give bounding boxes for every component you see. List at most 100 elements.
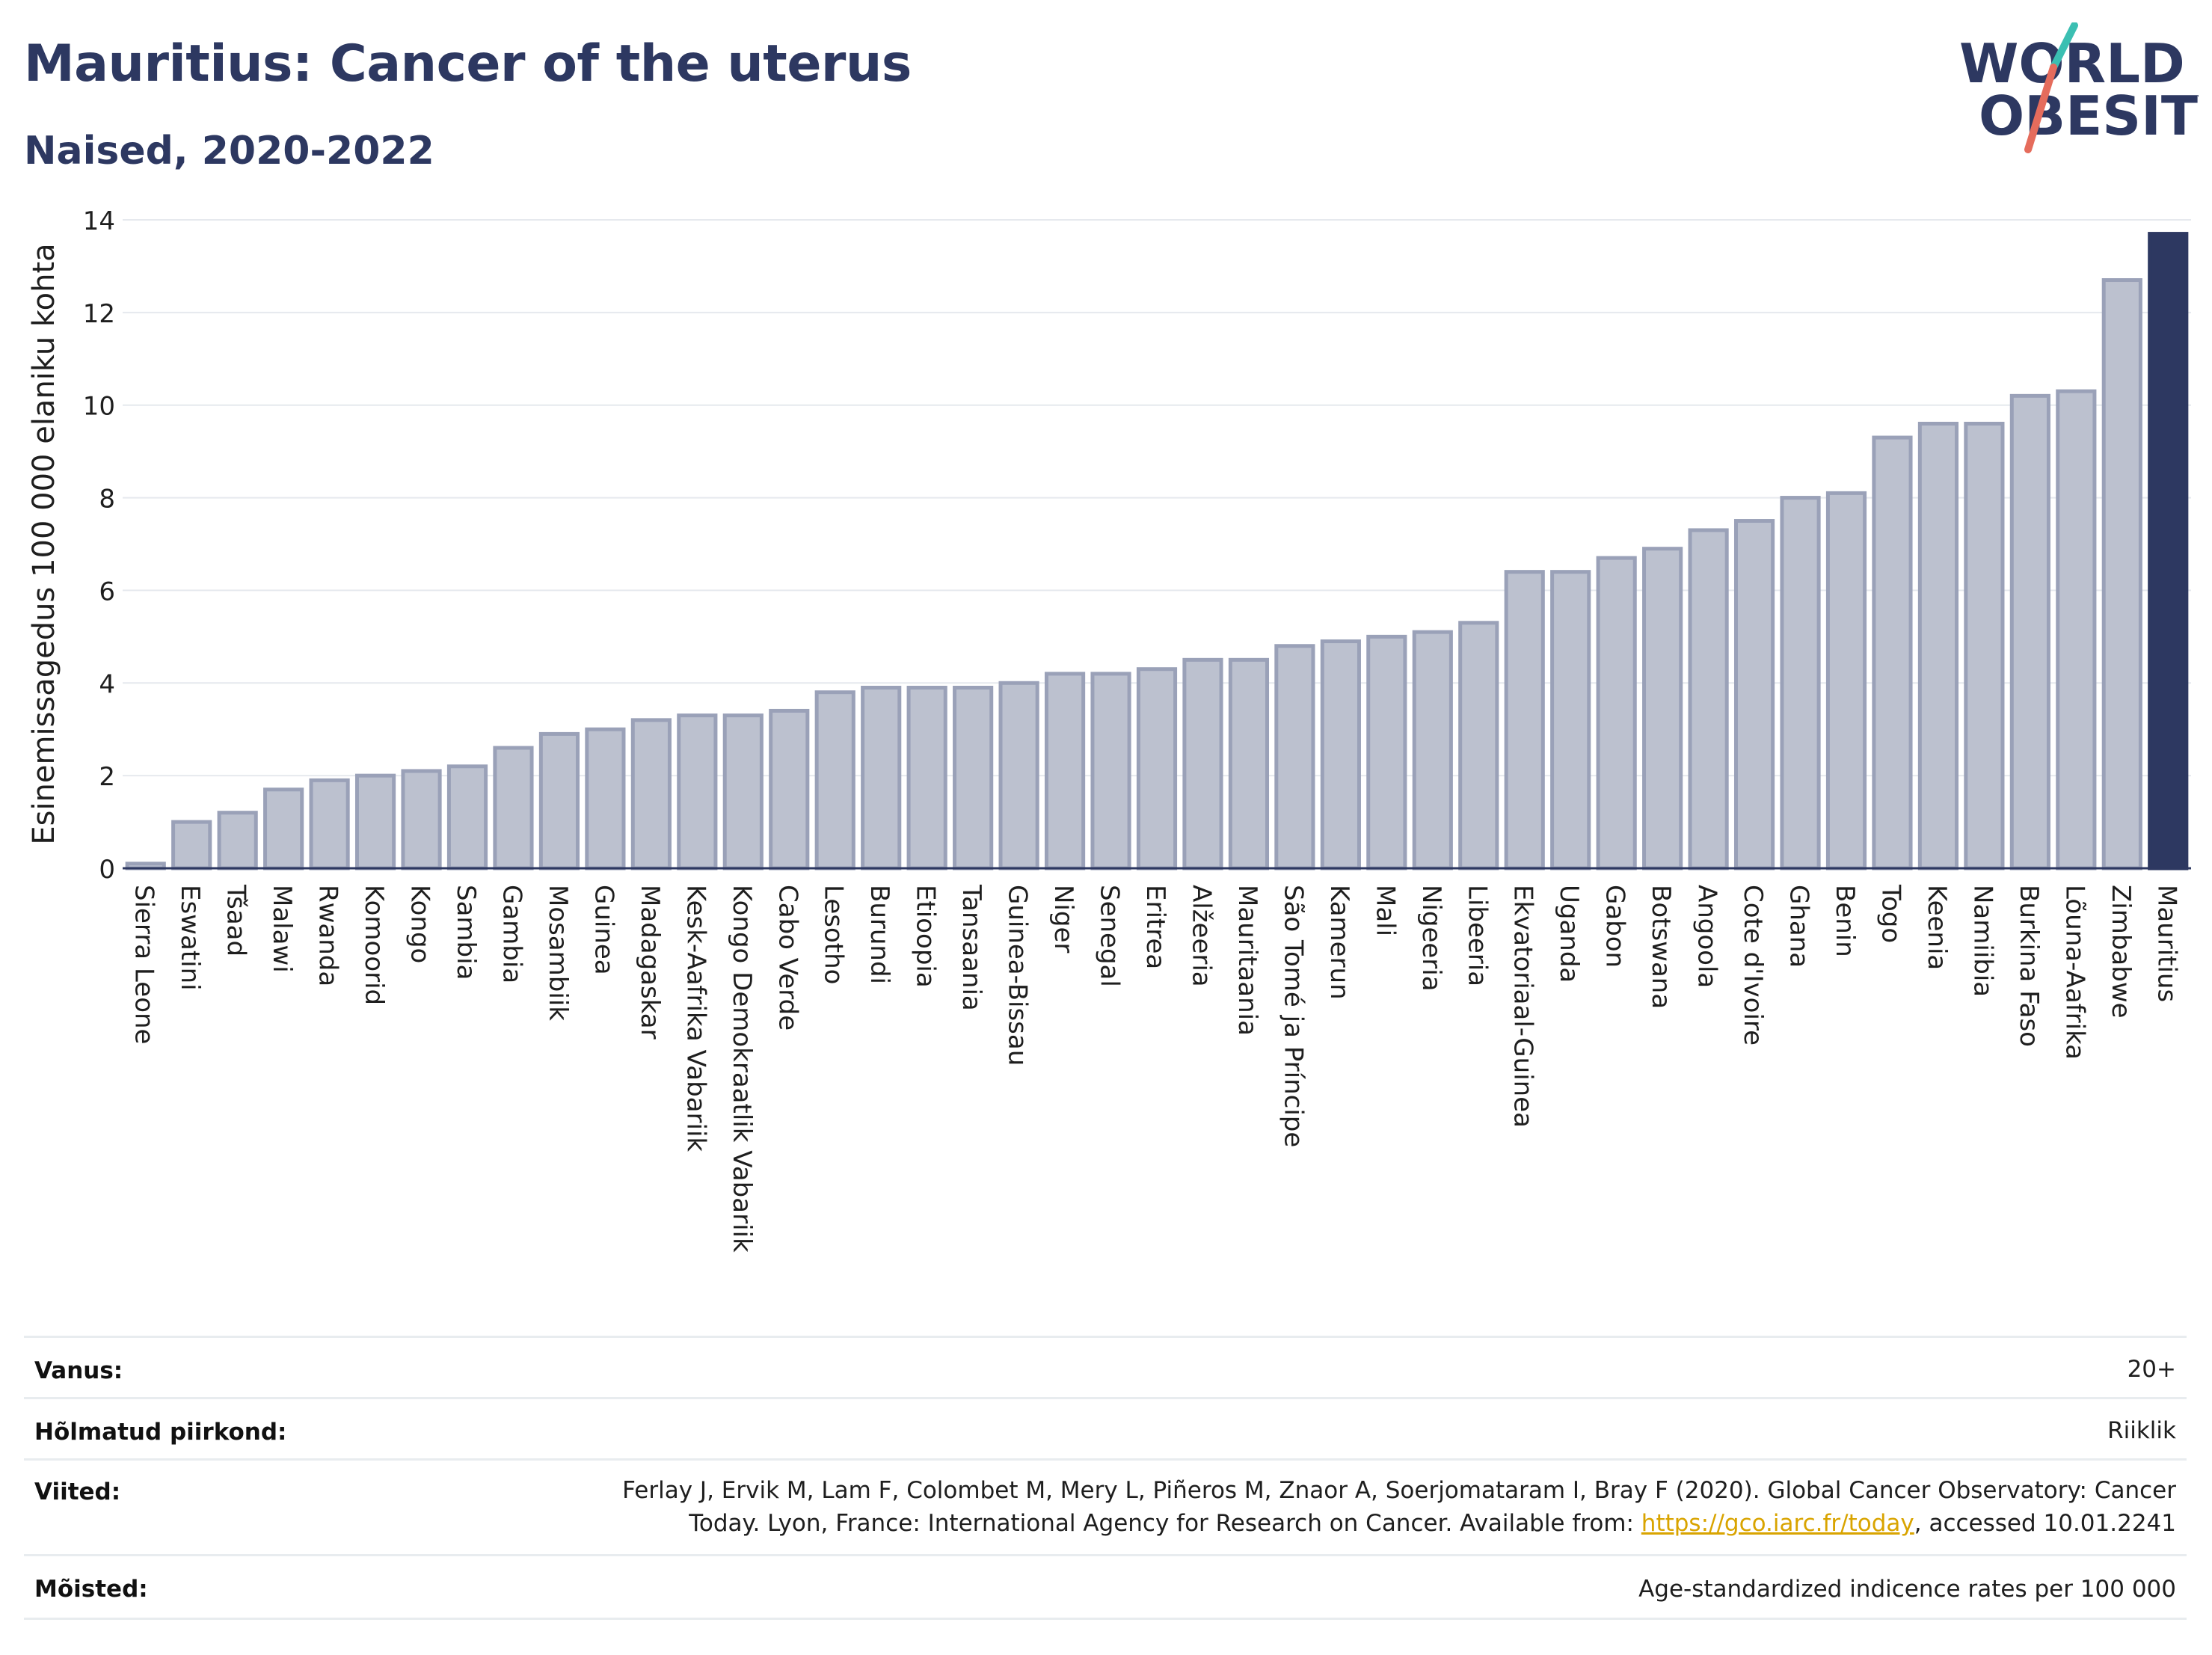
bar (1044, 672, 1086, 871)
bar (2101, 278, 2142, 871)
bar-chart: 0 2 4 6 8 10 12 14 Sierra Leone Eswatini Tšaad Mal… (27, 206, 2191, 1253)
x-tick-label: Sierra Leone (129, 885, 159, 1044)
x-tick-label: Niger (1048, 885, 1078, 953)
x-tick-label: Uganda (1554, 885, 1584, 983)
x-tick-label: Rwanda (313, 885, 343, 986)
bar (1642, 547, 1683, 871)
x-tick-label: Cote d'Ivoire (1738, 885, 1768, 1045)
x-tick-label: Lõuna-Aafrika (2059, 885, 2089, 1060)
x-tick-label: Angoola (1692, 885, 1722, 988)
x-tick-labels: Sierra Leone Eswatini Tšaad Malawi Rwanda Kom… (129, 884, 2182, 1253)
bar (217, 811, 258, 871)
x-tick-label: Ekvatoriaal-Guinea (1508, 885, 1538, 1128)
bar (1733, 519, 1775, 871)
x-tick-label: Burkina Faso (2014, 885, 2044, 1047)
bar (354, 773, 396, 871)
bar (1964, 421, 2005, 871)
age-value: 20+ (2127, 1356, 2176, 1383)
x-tick-label: Guinea-Bissau (1003, 885, 1033, 1066)
bar (1228, 657, 1270, 871)
bars (125, 232, 2189, 871)
meta-row-region: Hõlmatud piirkond: Riiklik (24, 1397, 2187, 1461)
bar (1596, 556, 1637, 871)
x-tick-label: Mali (1370, 885, 1400, 936)
x-tick-label: Mauritius (2151, 885, 2181, 1002)
x-tick-label: Benin (1830, 885, 1860, 957)
y-tick-labels: 0 2 4 6 8 10 12 14 (83, 206, 115, 885)
y-tick-label: 14 (83, 206, 115, 236)
y-tick-label: 0 (99, 855, 115, 885)
x-tick-label: Zimbabwe (2106, 885, 2136, 1019)
logo-slash-coral (2024, 64, 2057, 153)
x-tick-label: Mosambiik (543, 885, 573, 1021)
x-tick-label: Botswana (1646, 885, 1676, 1009)
chart-title: Mauritius: Cancer of the uterus (24, 34, 912, 93)
region-label: Hõlmatud piirkond: (34, 1419, 287, 1446)
x-tick-label: Nigeeria (1416, 885, 1446, 992)
bar (1504, 570, 1545, 871)
x-tick-label: Gabon (1600, 885, 1630, 968)
bar (2056, 389, 2097, 871)
bar (309, 778, 350, 871)
bar (769, 708, 810, 871)
x-tick-label: Togo (1875, 884, 1905, 943)
bar (446, 764, 488, 871)
bar (953, 685, 994, 871)
x-tick-label: Madagaskar (635, 885, 665, 1040)
y-tick-label: 8 (99, 485, 115, 515)
x-tick-label: Ghana (1784, 885, 1814, 968)
references-accessed: , accessed 10.01.2241 (1914, 1510, 2176, 1537)
bar (538, 731, 580, 871)
y-tick-label: 6 (99, 577, 115, 607)
definitions-label: Mõisted: (34, 1576, 148, 1603)
bar (1825, 491, 1867, 871)
x-tick-label: Keenia (1922, 885, 1952, 970)
logo-text-world: WORLD (1959, 32, 2185, 95)
region-value: Riiklik (2107, 1417, 2176, 1444)
references-line-1: Ferlay J, Ervik M, Lam F, Colombet M, Me… (622, 1477, 2176, 1504)
x-tick-label: Lesotho (819, 885, 849, 984)
bar (677, 713, 718, 871)
x-tick-label: Alžeeria (1186, 885, 1216, 987)
meta-row-definitions: Mõisted: Age-standardized indicence rate… (24, 1554, 2187, 1620)
x-tick-label: Eritrea (1140, 885, 1170, 969)
bar (1872, 435, 1913, 871)
x-tick-label: Malawi (267, 885, 297, 973)
bar (1780, 496, 1821, 871)
y-tick-label: 12 (83, 299, 115, 329)
x-tick-label: Gambia (497, 885, 526, 983)
x-tick-label: Kesk-Aafrika Vabariik (681, 885, 710, 1152)
bar (1366, 634, 1407, 871)
x-tick-label: São Tomé ja Príncipe (1278, 885, 1308, 1147)
x-tick-label: Senegal (1095, 885, 1125, 987)
bar (630, 718, 672, 871)
bar (1917, 421, 1959, 871)
x-tick-label: Cabo Verde (772, 885, 802, 1031)
bar (171, 820, 212, 871)
logo-text-obesity: OBESITY (1979, 85, 2199, 147)
bar (722, 713, 764, 871)
x-tick-label: Libeeria (1462, 885, 1492, 986)
x-tick-label: Kamerun (1324, 885, 1354, 1000)
references-link[interactable]: https://gco.iarc.fr/today (1641, 1510, 1914, 1537)
x-tick-label: Burundi (864, 885, 894, 984)
bar (585, 727, 626, 871)
bar (906, 685, 947, 871)
meta-row-age: Vanus: 20+ (24, 1336, 2187, 1399)
references-line-2-text: Today. Lyon, France: International Agenc… (689, 1510, 1641, 1537)
x-tick-label: Kongo (405, 885, 435, 963)
y-axis-label: Esinemissagedus 100 000 elaniku kohta (27, 243, 61, 844)
x-tick-label: Guinea (589, 885, 618, 975)
bar (861, 685, 902, 871)
bar (1090, 672, 1131, 871)
y-tick-label: 10 (83, 392, 115, 422)
x-tick-label: Sambia (451, 885, 481, 980)
bar (263, 787, 304, 871)
bar (493, 746, 534, 871)
meta-bottom-divider (24, 1618, 2187, 1620)
meta-row-references: Viited: Ferlay J, Ervik M, Lam F, Colomb… (24, 1458, 2187, 1556)
bar (814, 690, 855, 871)
x-tick-label: Mauritaania (1232, 885, 1262, 1036)
bar (998, 681, 1039, 871)
references-label: Viited: (34, 1479, 121, 1505)
